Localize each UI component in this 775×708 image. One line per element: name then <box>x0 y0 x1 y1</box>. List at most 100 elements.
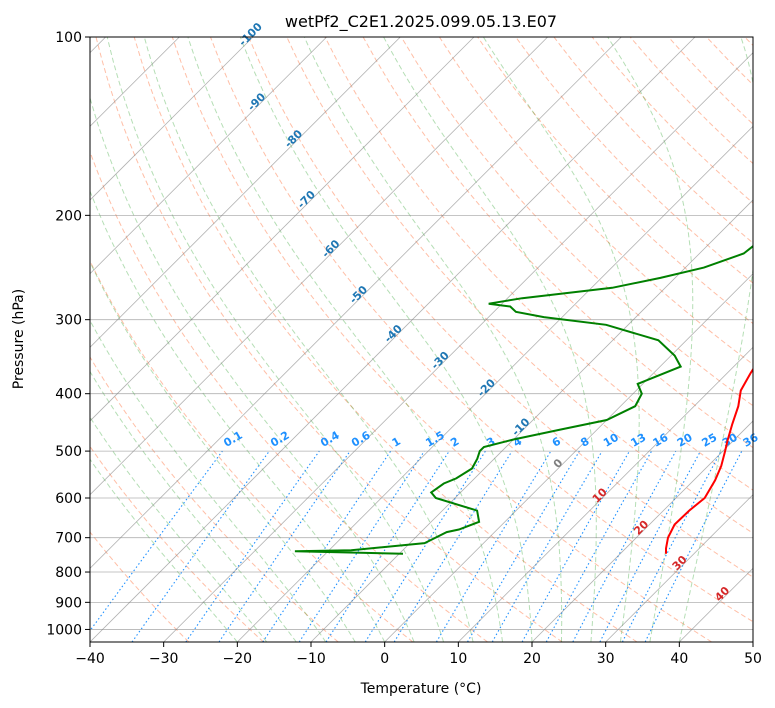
x-tick-label: 10 <box>449 651 467 667</box>
mixing-ratio-label: 3 <box>484 435 497 450</box>
mixing-ratio-line <box>521 450 630 642</box>
dry-adiabat-line <box>95 37 563 642</box>
mixing-ratio-line <box>262 450 392 642</box>
temperature-profile-line <box>665 367 753 554</box>
isotherm-line <box>458 346 753 642</box>
dry-adiabat-line <box>90 150 488 642</box>
x-tick-label: −40 <box>75 651 105 667</box>
mixing-ratio-line <box>644 450 743 642</box>
moist-adiabat-line <box>678 37 753 642</box>
moist-adiabat-line <box>143 37 474 642</box>
y-tick-label: 200 <box>55 208 82 224</box>
dry-adiabat-line <box>248 37 753 578</box>
isotherm-line <box>679 567 753 642</box>
y-axis-label: Pressure (hPa) <box>11 289 27 389</box>
mixing-ratio-label: 1.5 <box>423 429 446 450</box>
mixing-ratio-line <box>545 450 653 642</box>
isotherm-label: -70 <box>295 188 318 211</box>
dry-adiabat-line <box>171 37 712 642</box>
mixing-ratio-line <box>572 450 677 642</box>
dry-adiabat-line <box>744 37 753 47</box>
moist-adiabat-line <box>239 37 533 642</box>
isotherm-label: -40 <box>382 322 405 345</box>
y-axis: 100 200 300 400 500 600 700 800 900 1000 <box>46 30 90 638</box>
mixing-ratio-label: 10 <box>601 431 621 450</box>
isotherm-line <box>752 641 753 642</box>
isotherm-label: -60 <box>319 237 342 260</box>
x-tick-label: −20 <box>223 651 253 667</box>
dry-adiabat-line <box>515 37 753 284</box>
isotherm-label: -100 <box>236 20 265 49</box>
x-tick-label: −10 <box>296 651 326 667</box>
mixing-ratio-label: 0.4 <box>318 429 342 450</box>
isotherm-line <box>531 420 753 642</box>
y-tick-label: 300 <box>55 313 82 329</box>
x-tick-label: 30 <box>597 651 615 667</box>
isotherm-line <box>90 37 475 422</box>
dry-adiabat-line <box>668 37 753 125</box>
moist-adiabat-line <box>90 189 386 642</box>
isotherm-line <box>90 37 401 348</box>
dry-adiabat-line <box>90 356 339 642</box>
mixing-ratio-line <box>131 450 270 642</box>
mixing-ratio-line <box>218 450 351 642</box>
mixing-ratio-label: 0.1 <box>221 429 244 450</box>
dewpoint-profile-line <box>294 244 753 555</box>
x-tick-label: −30 <box>149 651 179 667</box>
y-tick-label: 500 <box>55 444 82 460</box>
mixing-ratio-label: 25 <box>700 431 720 450</box>
grid-lines <box>90 37 753 642</box>
x-tick-label: 0 <box>380 651 389 667</box>
isotherm-line <box>90 37 622 569</box>
x-axis-label: Temperature (°C) <box>360 681 482 697</box>
moist-adiabat-line <box>90 416 268 642</box>
dry-adiabat-line <box>90 445 264 642</box>
mixing-ratio-label: 0.6 <box>349 429 373 450</box>
moist-adiabat-line <box>106 37 445 642</box>
dry-adiabat-line <box>591 37 753 204</box>
dry-adiabat-line <box>133 37 638 642</box>
dry-adiabat-line <box>210 37 753 623</box>
moist-adiabat-line <box>90 458 238 642</box>
mixing-ratio-line <box>298 450 425 642</box>
dry-adiabat-line <box>438 37 753 366</box>
isotherm-line <box>163 52 753 642</box>
moist-adiabat-line <box>90 260 356 642</box>
x-tick-label: 20 <box>523 651 541 667</box>
isotherm-line <box>237 125 753 642</box>
isotherm-line <box>310 199 753 642</box>
isotherm-line <box>90 37 696 642</box>
isotherm-line <box>605 494 753 642</box>
background-guide-lines <box>90 37 753 642</box>
mixing-ratio-label: 0.2 <box>268 429 291 450</box>
mixing-ratio-label: 36 <box>741 431 761 450</box>
isotherm-label: 10 <box>590 485 610 505</box>
guide-line-labels: 0.1 0.2 0.4 0.6 1 1.5 2 3 4 6 8 10 13 16 20 25 30 36-100-… <box>221 20 760 604</box>
isotherm-line <box>90 37 327 275</box>
moist-adiabat-line <box>607 37 694 642</box>
isotherm-label: -30 <box>429 349 452 372</box>
y-tick-label: 400 <box>55 387 82 403</box>
dry-adiabat-line <box>362 37 753 449</box>
x-tick-label: 50 <box>744 651 762 667</box>
mixing-ratio-line <box>90 450 223 632</box>
isotherm-line <box>90 37 254 201</box>
mixing-ratio-line <box>467 450 580 642</box>
moist-adiabat-line <box>187 37 503 642</box>
chart-title: wetPf2_C2E1.2025.099.05.13.E07 <box>285 12 557 32</box>
x-axis: −40 −30 −20 −10 0 10 20 30 40 50 <box>75 642 762 667</box>
isotherm-label: -50 <box>347 283 370 306</box>
isotherm-label: -90 <box>245 90 268 113</box>
plot-frame <box>89 36 754 643</box>
dry-adiabat-line <box>400 37 753 407</box>
moist-adiabat-line <box>383 37 597 642</box>
mixing-ratio-line <box>393 450 513 642</box>
sounding-profiles <box>294 244 753 555</box>
isotherm-label: -80 <box>282 127 305 150</box>
isotherm-label: 40 <box>712 584 732 604</box>
dry-adiabat-line <box>706 37 753 86</box>
dry-adiabat-line <box>90 531 190 642</box>
mixing-ratio-line <box>599 450 701 642</box>
y-tick-label: 100 <box>55 30 82 46</box>
